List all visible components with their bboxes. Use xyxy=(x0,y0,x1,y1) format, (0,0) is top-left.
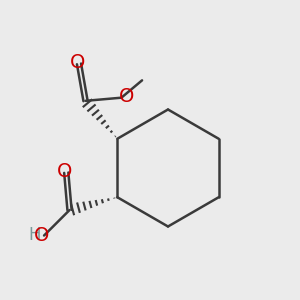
Text: O: O xyxy=(33,226,49,245)
Text: O: O xyxy=(70,53,85,72)
Text: O: O xyxy=(119,87,134,106)
Text: H: H xyxy=(28,226,41,244)
Text: O: O xyxy=(57,162,72,181)
